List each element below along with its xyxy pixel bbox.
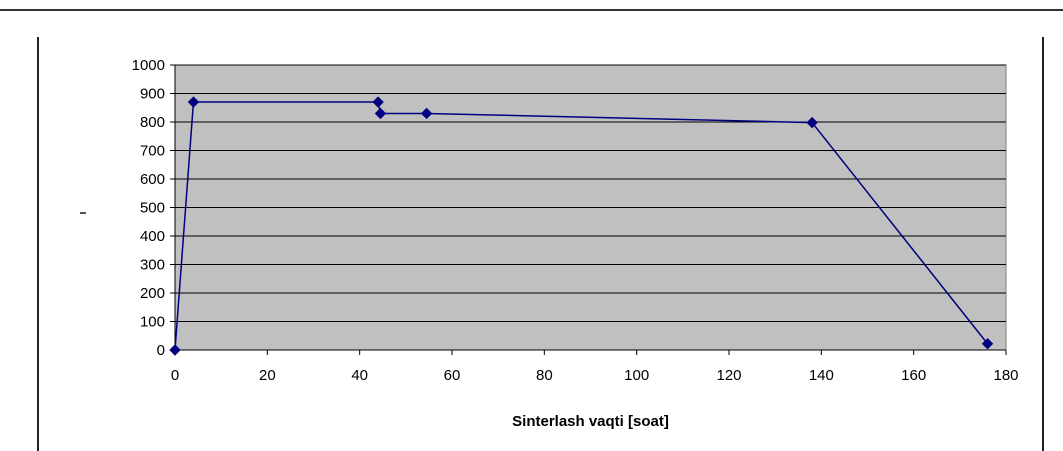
axes [170, 64, 1007, 355]
x-tick-label: 160 [901, 367, 926, 384]
y-tick-label: 200 [140, 285, 165, 302]
data-point [420, 107, 433, 120]
y-tick-label: 400 [140, 228, 165, 245]
data-point [981, 338, 994, 350]
x-axis-title: Sinterlash vaqti [soat] [512, 413, 669, 430]
x-tick-label: 80 [536, 367, 553, 384]
x-tick-label: 120 [716, 367, 741, 384]
x-tick-label: 40 [351, 367, 368, 384]
y-tick-label: 100 [140, 314, 165, 331]
x-tick-label: 60 [444, 367, 461, 384]
y-tick-label: 600 [140, 171, 165, 188]
data-point [806, 116, 818, 129]
data-point [372, 96, 384, 108]
data-point [169, 344, 181, 356]
x-tick-label: 180 [993, 367, 1018, 384]
data-point [187, 96, 200, 108]
y-tick-label: 0 [157, 342, 165, 359]
y-tick-label: 800 [140, 114, 165, 131]
x-tick-label: 140 [809, 367, 834, 384]
y-tick-label: 700 [140, 143, 165, 160]
y-tick-label: 900 [140, 86, 165, 103]
x-tick-label: 100 [624, 367, 649, 384]
series-layer [169, 96, 994, 356]
x-tick-label: 20 [259, 367, 276, 384]
tick-labels: 0 100 200 300 400 500 600 700 800 900 1000 0 20 40 60 8… [132, 57, 1019, 384]
y-tick-label: 500 [140, 200, 165, 217]
y-tick-label: 300 [140, 257, 165, 274]
y-tick-label: 1000 [132, 57, 165, 74]
data-point [374, 107, 387, 120]
x-tick-label: 0 [171, 367, 179, 384]
grid-lines [175, 64, 1006, 322]
